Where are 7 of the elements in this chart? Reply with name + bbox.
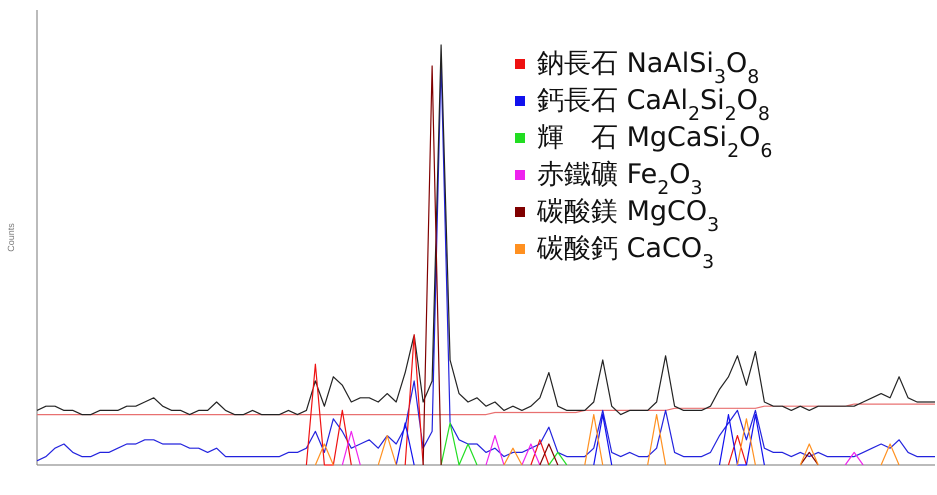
legend-label: 鈣長石 CaAl$_{2}$Si$_{2}$O$_{8}$ (537, 85, 770, 125)
legend-label: 輝 石 MgCaSi$_{2}$O$_{6}$ (537, 122, 772, 162)
legend-label: 碳酸鈣 CaCO$_{3}$ (536, 233, 714, 273)
legend-label: 鈉長石 NaAlSi$_{3}$O$_{8}$ (537, 48, 760, 88)
y-axis-title: Counts (6, 222, 16, 252)
legend-label: 赤鐵礦 Fe$_{2}$O$_{3}$ (537, 159, 703, 199)
legend-label: 碳酸鎂 MgCO$_{3}$ (536, 196, 720, 236)
